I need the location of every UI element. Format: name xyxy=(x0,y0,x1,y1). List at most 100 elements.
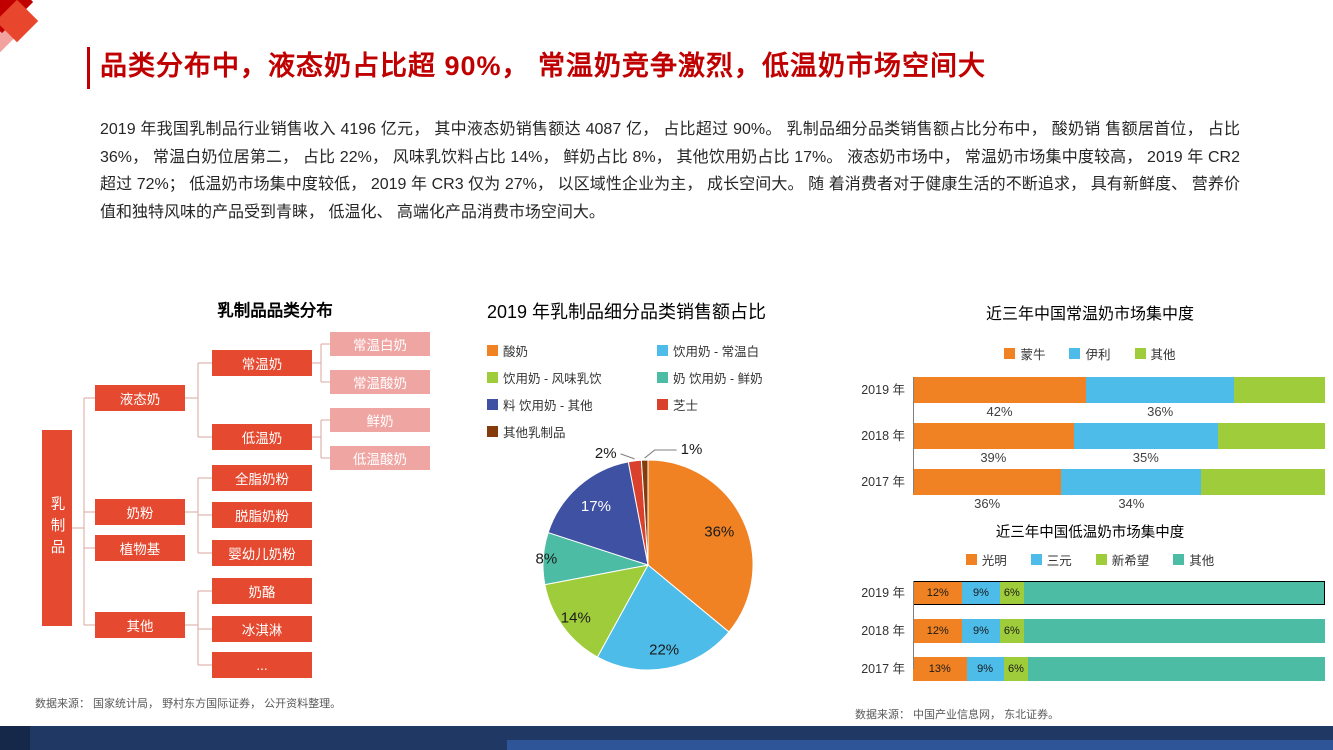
pie-label: 8% xyxy=(536,551,558,568)
bar-row: 2017 年 36% 34% xyxy=(855,469,1325,513)
data-source-left: 数据来源： 国家统计局， 野村东方国际证券， 公开资料整理。 xyxy=(35,698,342,710)
bar-value-label: 39% xyxy=(980,450,1007,465)
body-paragraph: 2019 年我国乳制品行业销售收入 4196 亿元， 其中液态奶销售额达 408… xyxy=(100,121,1240,221)
legend-swatch xyxy=(487,426,498,437)
legend-item: 芝士 xyxy=(657,395,822,414)
legend-item: 酸奶 xyxy=(487,341,657,360)
legend-item: 伊利 xyxy=(1069,344,1111,363)
tree-node: 婴幼儿奶粉 xyxy=(212,540,312,566)
bar-segment xyxy=(1073,423,1218,449)
legend-item: 料 饮用奶 - 其他 xyxy=(487,395,657,414)
legend-item: 饮用奶 - 常温白 xyxy=(657,341,822,360)
bar-row: 2017 年 13% 9% 6% xyxy=(855,657,1325,681)
pie-slice xyxy=(596,564,730,671)
legend-swatch xyxy=(1095,554,1107,565)
bar-segment xyxy=(1201,469,1325,495)
legend-label: 其他 xyxy=(1150,348,1176,362)
legend-swatch xyxy=(657,345,668,356)
bar-segment xyxy=(1024,619,1325,643)
bar-segment: 9% xyxy=(962,581,1000,605)
tree-node: 奶酪 xyxy=(212,578,312,604)
legend-label: 三元 xyxy=(1046,554,1072,568)
pie-label: 22% xyxy=(649,642,679,659)
bar-stack-wrap: 39% 35% xyxy=(913,423,1325,467)
legend-swatch xyxy=(487,345,498,356)
bar-segment: 6% xyxy=(999,581,1025,605)
tree-node: 奶粉 xyxy=(95,499,185,525)
legend-label: 酸奶 xyxy=(503,345,529,359)
legend-item: 新希望 xyxy=(1095,550,1150,569)
bar-segment xyxy=(1217,423,1325,449)
legend-label: 芝士 xyxy=(673,399,699,413)
legend-swatch xyxy=(1004,348,1016,359)
bar-row: 2019 年 42% 36% xyxy=(855,377,1325,421)
bar-segment: 9% xyxy=(966,657,1004,681)
legend-label: 蒙牛 xyxy=(1020,348,1046,362)
tree-node: 冰淇淋 xyxy=(212,616,312,642)
tree-node: 脱脂奶粉 xyxy=(212,502,312,528)
pie-slice xyxy=(640,459,649,566)
bar-stack xyxy=(913,377,1325,403)
tree-node-root: 乳制品 xyxy=(42,430,72,626)
pie-label: 36% xyxy=(704,523,734,540)
legend-swatch xyxy=(1134,348,1146,359)
legend-item: 蒙牛 xyxy=(1004,344,1045,363)
bar-stack-wrap: 12% 9% 6% xyxy=(913,619,1325,643)
bar-segment: 13% xyxy=(913,657,967,681)
tree-node: 液态奶 xyxy=(95,385,185,411)
legend-label: 新希望 xyxy=(1111,554,1150,568)
legend-item: 饮用奶 - 风味乳饮 xyxy=(487,368,657,387)
footer-light-strip xyxy=(506,740,1333,750)
tree-node: 全脂奶粉 xyxy=(212,465,312,491)
tree-node: 鲜奶 xyxy=(330,408,430,432)
tree-node: 低温奶 xyxy=(212,424,312,450)
bar-segment xyxy=(913,469,1062,495)
bar-category-label: 2018 年 xyxy=(861,429,905,443)
bar-segment xyxy=(913,423,1074,449)
bar-stack-wrap: 12% 9% 6% xyxy=(913,581,1325,605)
bar-segment xyxy=(1086,377,1235,403)
pie-label: 1% xyxy=(681,441,703,458)
legend-item: 其他乳制品 xyxy=(487,422,657,441)
legend-label: 其他乳制品 xyxy=(503,426,566,440)
bar-row: 2018 年 39% 35% xyxy=(855,423,1325,467)
bar-segment: 12% xyxy=(913,581,963,605)
legend-label: 饮用奶 - 常温白 xyxy=(673,345,760,359)
bar-value-label: 42% xyxy=(986,404,1013,419)
pie-chart-title: 2019 年乳制品细分品类销售额占比 xyxy=(487,302,767,322)
bar-value-label: 36% xyxy=(1147,404,1174,419)
bar-segment: 6% xyxy=(1003,657,1029,681)
pie-slice xyxy=(544,564,649,658)
legend-item: 三元 xyxy=(1030,550,1072,569)
bar-segment xyxy=(1028,657,1325,681)
legend-swatch xyxy=(965,554,977,565)
legend-label: 奶 饮用奶 - 鲜奶 xyxy=(673,372,763,386)
legend-item: 光明 xyxy=(965,550,1007,569)
tree-node: 常温酸奶 xyxy=(330,370,430,394)
bar-segment xyxy=(1234,377,1325,403)
page-title: 品类分布中，液态奶占比超 90%， 常温奶竞争激烈，低温奶市场空间大 xyxy=(100,51,987,81)
pie-slice xyxy=(647,459,754,633)
pie-label: 2% xyxy=(595,445,617,462)
footer-bar xyxy=(0,726,1333,750)
legend-swatch xyxy=(657,399,668,410)
bar-category-label: 2017 年 xyxy=(861,475,905,489)
legend-label: 其他 xyxy=(1189,554,1215,568)
pie-legend: 酸奶 饮用奶 - 常温白饮用奶 - 风味乳饮 奶 饮用奶 - 鲜奶料 饮用奶 - 其… xyxy=(487,341,822,441)
bar-value-label: 36% xyxy=(974,496,1001,511)
bar-value-labels: 36% 34% xyxy=(913,495,1325,513)
legend-swatch xyxy=(657,372,668,383)
bar-stack: 13% 9% 6% xyxy=(913,657,1325,681)
bar-stack xyxy=(913,423,1325,449)
legend-swatch xyxy=(1030,554,1042,565)
tree-node: 植物基 xyxy=(95,535,185,561)
bar-category-label: 2019 年 xyxy=(861,383,905,397)
legend-swatch xyxy=(1069,348,1081,359)
legend-swatch xyxy=(487,399,498,410)
bar-category-label: 2018 年 xyxy=(861,624,905,638)
bar-stack: 12% 9% 6% xyxy=(913,581,1325,605)
bar-stack: 12% 9% 6% xyxy=(913,619,1325,643)
tree-node: ... xyxy=(212,652,312,678)
